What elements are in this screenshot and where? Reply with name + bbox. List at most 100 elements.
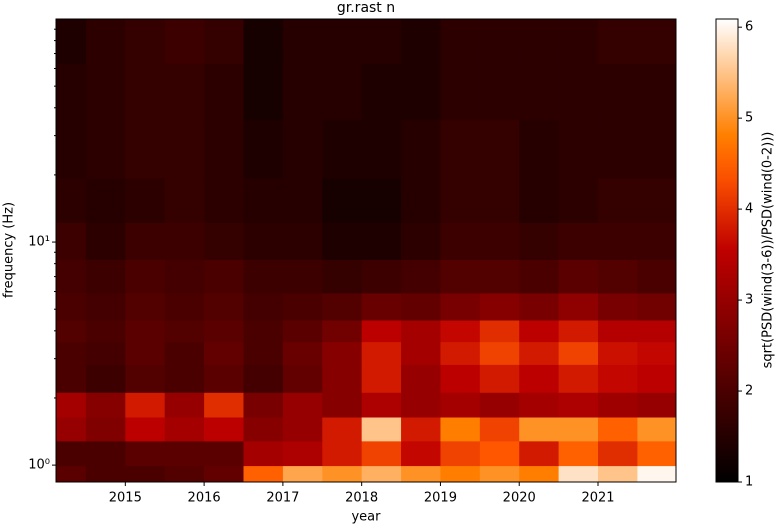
- heatmap-cell: [282, 259, 323, 294]
- heatmap-cell: [282, 392, 323, 418]
- heatmap-cell: [125, 292, 166, 321]
- heatmap-cell: [204, 178, 244, 223]
- heatmap-cell: [85, 292, 126, 321]
- heatmap-cell: [558, 119, 599, 179]
- heatmap-cell: [440, 392, 481, 418]
- heatmap-cell: [598, 222, 638, 260]
- heatmap-cell: [440, 417, 481, 442]
- heatmap-cell: [401, 178, 441, 223]
- chart-title: gr.rast n: [337, 0, 395, 16]
- heatmap-cell: [243, 178, 284, 223]
- heatmap-cell: [282, 417, 323, 442]
- heatmap-cell: [361, 63, 402, 121]
- heatmap-cell: [125, 440, 166, 467]
- heatmap-cell: [322, 417, 363, 442]
- heatmap-cell: [85, 63, 126, 121]
- heatmap-cell: [282, 178, 323, 223]
- heatmap-cell: [243, 292, 284, 321]
- heatmap-cell: [479, 119, 520, 179]
- heatmap-cell: [164, 320, 205, 343]
- heatmap-cell: [637, 341, 677, 365]
- heatmap-cell: [164, 465, 205, 483]
- heatmap-cell: [164, 440, 205, 467]
- heatmap-cell: [637, 19, 677, 64]
- heatmap-cell: [164, 392, 205, 418]
- x-tick-label: 2019: [424, 491, 457, 506]
- heatmap-cell: [243, 465, 284, 483]
- heatmap-cell: [204, 364, 244, 393]
- heatmap-cell: [56, 292, 87, 321]
- heatmap-cell: [282, 222, 323, 260]
- heatmap-cell: [56, 320, 87, 343]
- heatmap-cell: [56, 63, 87, 121]
- heatmap-cell: [164, 341, 205, 365]
- heatmap-cell: [598, 119, 638, 179]
- heatmap-cell: [164, 222, 205, 260]
- heatmap-cell: [361, 465, 402, 483]
- colorbar-tick-label: 5: [745, 111, 753, 126]
- heatmap-cell: [401, 392, 441, 418]
- heatmap-cell: [361, 364, 402, 393]
- heatmap-cell: [558, 19, 599, 64]
- heatmap-cell: [125, 119, 166, 179]
- heatmap-cell: [164, 63, 205, 121]
- heatmap-cell: [361, 222, 402, 260]
- heatmap-cell: [282, 440, 323, 467]
- heatmap-cell: [519, 63, 560, 121]
- heatmap-cell: [361, 440, 402, 467]
- heatmap-cell: [125, 178, 166, 223]
- heatmap-cell: [519, 119, 560, 179]
- heatmap-cell: [519, 320, 560, 343]
- heatmap-cell: [322, 119, 363, 179]
- heatmap-cell: [558, 292, 599, 321]
- heatmap-cell: [637, 465, 677, 483]
- heatmap-cell: [125, 19, 166, 64]
- heatmap-cell: [440, 465, 481, 483]
- heatmap-cell: [519, 341, 560, 365]
- heatmap-cell: [243, 259, 284, 294]
- heatmap-cell: [322, 222, 363, 260]
- heatmap-cell: [479, 63, 520, 121]
- heatmap-cell: [204, 222, 244, 260]
- heatmap-cell: [440, 259, 481, 294]
- heatmap-cell: [204, 465, 244, 483]
- heatmap-cell: [204, 320, 244, 343]
- colorbar-tick-label: 4: [745, 202, 753, 217]
- heatmap-cell: [401, 292, 441, 321]
- heatmap-cell: [322, 320, 363, 343]
- heatmap-cell: [598, 417, 638, 442]
- heatmap-cell: [598, 19, 638, 64]
- heatmap-cell: [282, 364, 323, 393]
- heatmap-cell: [598, 63, 638, 121]
- heatmap-cell: [56, 341, 87, 365]
- heatmap-cell: [125, 364, 166, 393]
- heatmap-cell: [85, 465, 126, 483]
- heatmap-cell: [479, 364, 520, 393]
- heatmap-cell: [637, 178, 677, 223]
- heatmap-cell: [56, 222, 87, 260]
- heatmap-cell: [282, 19, 323, 64]
- heatmap-cell: [322, 392, 363, 418]
- heatmap-cell: [401, 63, 441, 121]
- heatmap-cell: [282, 341, 323, 365]
- colorbar-label: sqrt(PSD(wind(3-6))/PSD(wind(0-2))): [761, 132, 776, 369]
- heatmap-cell: [243, 364, 284, 393]
- colorbar: [715, 18, 739, 483]
- heatmap-cell: [479, 292, 520, 321]
- heatmap-cell: [322, 178, 363, 223]
- heatmap-cell: [519, 259, 560, 294]
- x-axis-label: year: [351, 510, 381, 525]
- heatmap-cell: [637, 440, 677, 467]
- heatmap-cell: [479, 320, 520, 343]
- colorbar-tick-label: 2: [745, 384, 753, 399]
- heatmap-cell: [164, 178, 205, 223]
- heatmap-cell: [558, 465, 599, 483]
- heatmap-cell: [85, 364, 126, 393]
- heatmap-cell: [164, 417, 205, 442]
- heatmap-cell: [519, 465, 560, 483]
- heatmap-cell: [322, 259, 363, 294]
- heatmap-cell: [637, 292, 677, 321]
- heatmap-cell: [637, 119, 677, 179]
- heatmap-cell: [243, 320, 284, 343]
- heatmap-cell: [85, 19, 126, 64]
